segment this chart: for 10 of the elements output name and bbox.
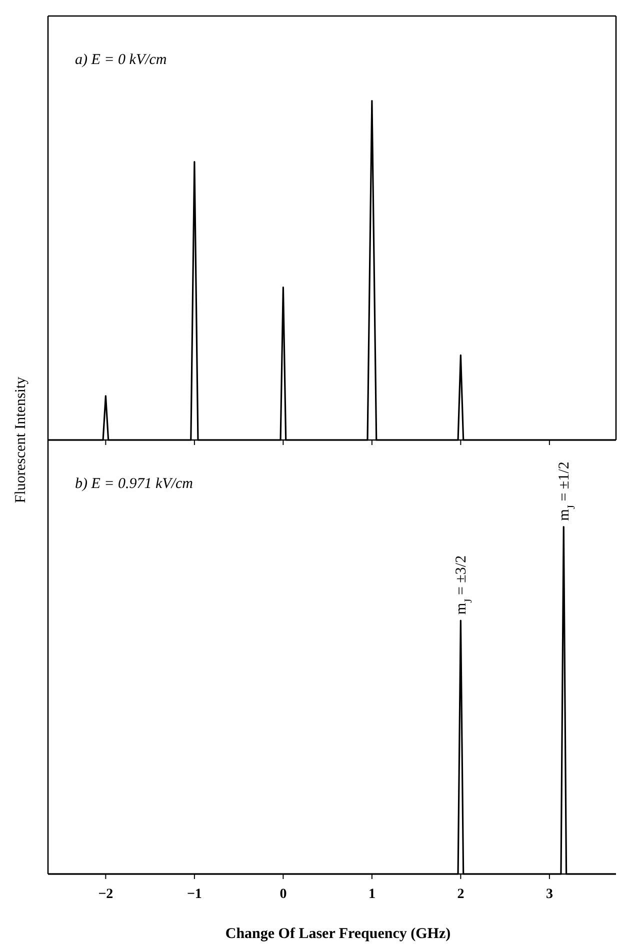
x-tick-label: 2 xyxy=(457,887,464,902)
y-axis-title: Fluorescent Intensity xyxy=(13,376,29,504)
x-tick-label: −2 xyxy=(98,887,114,902)
x-tick-label: 1 xyxy=(368,887,376,902)
x-tick-label: 0 xyxy=(280,887,287,902)
x-tick-label: 3 xyxy=(546,887,553,902)
x-axis-title: Change Of Laser Frequency (GHz) xyxy=(225,926,451,942)
chart-title: a) E = 0 kV/cm xyxy=(75,52,167,68)
chart-title: b) E = 0.971 kV/cm xyxy=(75,476,194,492)
x-tick-label: −1 xyxy=(186,887,202,902)
